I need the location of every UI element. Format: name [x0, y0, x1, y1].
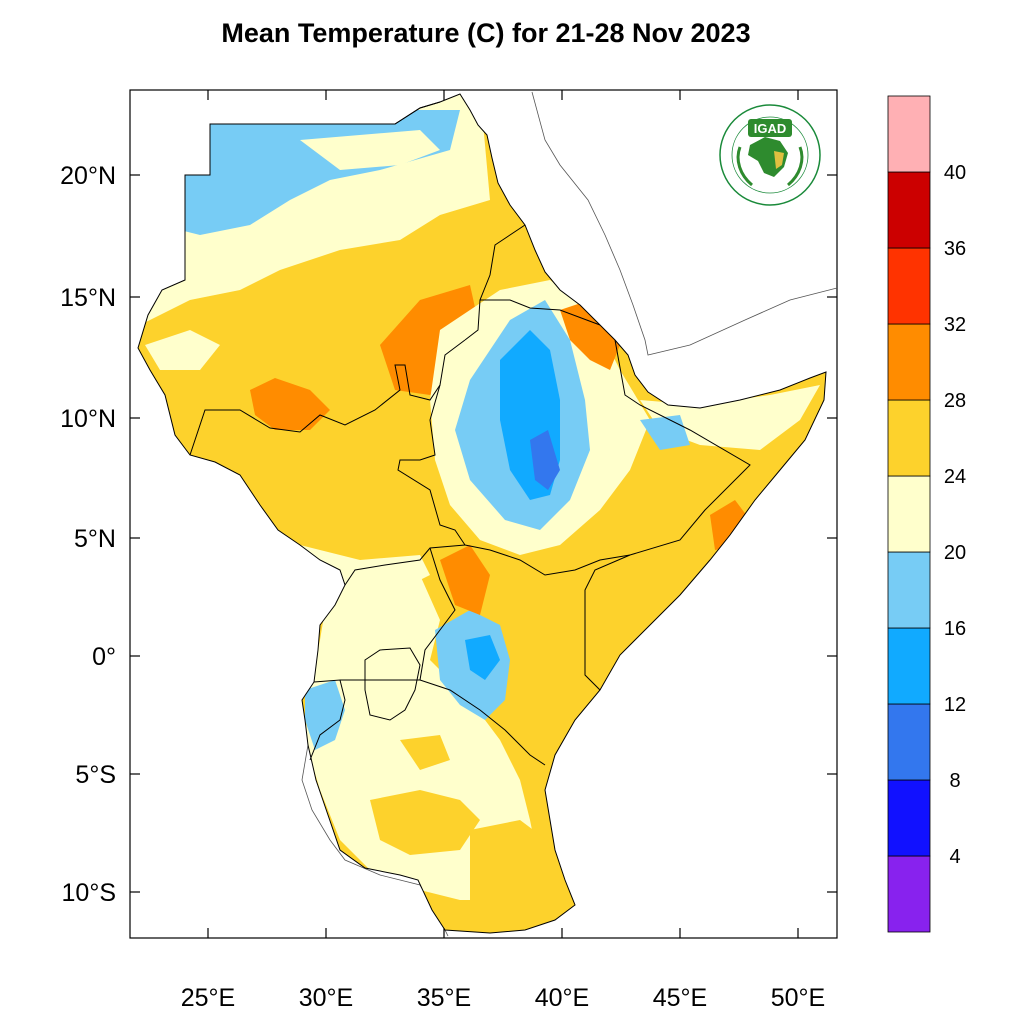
igad-region-icon: [774, 151, 784, 169]
logo-acronym: IGAD: [754, 121, 787, 136]
colorbar-swatch: [887, 779, 931, 857]
country-borders: [184, 101, 751, 766]
zone-hot-kenya: [440, 545, 490, 615]
colorbar-swatch: [887, 247, 931, 325]
colorbar-swatch: [887, 323, 931, 401]
lon-tick-label: 25°E: [181, 984, 235, 1012]
colorbar-swatch: [887, 171, 931, 249]
lon-tick-label: 35°E: [417, 984, 471, 1012]
lat-tick-label: 15°N: [60, 284, 116, 312]
latitude-axis: 20°N 15°N 10°N 5°N 0° 5°S 10°S: [60, 162, 837, 907]
zone-warm-tanzania-se: [470, 820, 570, 930]
zone-cool-west-lakes: [305, 680, 345, 750]
colorbar-swatch: [887, 855, 931, 933]
colorbar-label: 20: [944, 542, 966, 564]
colorbar-label: 32: [944, 314, 966, 336]
colorbar-label: 8: [949, 770, 960, 792]
colorbar: 4 8 12 16 20 24 28 32 36 40: [887, 95, 966, 933]
map-title: Mean Temperature (C) for 21-28 Nov 2023: [221, 18, 751, 48]
lon-tick-label: 30°E: [299, 984, 353, 1012]
zone-hot-darfur: [250, 378, 330, 430]
lat-tick-label: 5°S: [75, 761, 116, 789]
colorbar-label: 4: [949, 846, 960, 868]
colorbar-label: 36: [944, 238, 966, 260]
lon-tick-label: 40°E: [535, 984, 589, 1012]
lon-tick-label: 45°E: [653, 984, 707, 1012]
colorbar-swatch: [887, 475, 931, 553]
lat-tick-label: 10°S: [62, 879, 116, 907]
colorbar-label: 24: [944, 466, 966, 488]
zone-mild-west: [145, 330, 220, 370]
zone-hot-afar: [560, 300, 620, 370]
colorbar-label: 28: [944, 390, 966, 412]
colorbar-swatch: [887, 703, 931, 781]
lat-tick-label: 10°N: [60, 405, 116, 433]
igad-logo: IGAD: [719, 104, 821, 206]
colorbar-swatch: [887, 399, 931, 477]
laurel-left-icon: [736, 146, 753, 187]
lat-tick-label: 0°: [92, 643, 116, 671]
zone-mild-north-patch: [300, 130, 440, 170]
colorbar-swatch: [887, 95, 931, 173]
zone-warm-tanzania-1: [370, 790, 480, 855]
longitude-axis: 25°E 30°E 35°E 40°E 45°E 50°E: [181, 90, 825, 1012]
lat-tick-label: 5°N: [74, 525, 116, 553]
colorbar-label: 40: [944, 162, 966, 184]
zone-warm-tanzania-2: [400, 735, 450, 770]
colorbar-label: 12: [944, 694, 966, 716]
lon-tick-label: 50°E: [771, 984, 825, 1012]
colorbar-swatch: [887, 627, 931, 705]
logo-acronym-badge: [748, 119, 792, 137]
colorbar-swatch: [887, 551, 931, 629]
zone-darkblue-ethiopia: [530, 430, 560, 490]
zone-midblue-kenya: [465, 635, 500, 680]
laurel-right-icon: [787, 146, 804, 187]
colorbar-label: 16: [944, 618, 966, 640]
logo-inner-ring: [731, 116, 809, 194]
coastline: [137, 93, 827, 934]
lat-tick-label: 20°N: [60, 162, 116, 190]
